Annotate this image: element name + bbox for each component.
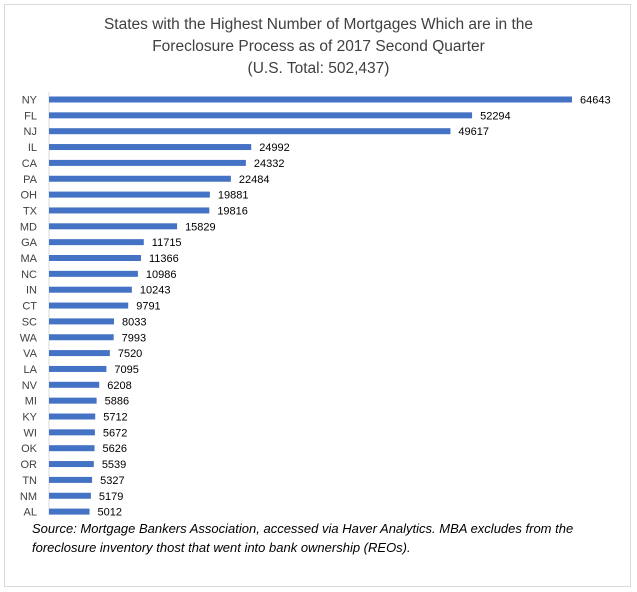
category-label-ok: OK — [21, 443, 38, 455]
bar-al — [49, 508, 90, 515]
value-label-wi: 5672 — [103, 427, 127, 439]
bar-tx — [49, 207, 210, 214]
bar-ma — [49, 255, 141, 261]
value-label-pa: 22484 — [239, 174, 270, 186]
category-label-pa: PA — [23, 174, 38, 186]
bars-group: NY 64643 FL 52294 NJ 49617 IL 24992 CA 24332 PA 224… — [20, 95, 611, 519]
value-label-ma: 11366 — [149, 253, 179, 265]
bar-ct — [49, 302, 129, 309]
category-label-md: MD — [20, 221, 37, 233]
bar-ga — [49, 239, 144, 246]
value-label-nj: 49617 — [458, 126, 489, 138]
category-label-nv: NV — [22, 380, 38, 392]
category-label-oh: OH — [21, 190, 38, 202]
bar-nm — [49, 492, 91, 499]
category-label-wi: WI — [24, 427, 37, 439]
bar-md — [49, 223, 178, 230]
bar-in — [49, 286, 132, 293]
value-label-ky: 5712 — [103, 412, 127, 424]
value-label-md: 15829 — [185, 221, 216, 233]
bar-il — [49, 144, 252, 151]
category-label-ma: MA — [21, 253, 38, 265]
bar-ok — [49, 445, 95, 452]
category-label-il: IL — [28, 142, 37, 154]
category-label-fl: FL — [24, 110, 37, 122]
chart-title-line-1: States with the Highest Number of Mortga… — [103, 16, 534, 33]
category-label-ct: CT — [22, 301, 37, 313]
value-label-tx: 19816 — [217, 205, 248, 217]
bar-tn — [49, 476, 93, 483]
bar-mi — [49, 397, 97, 404]
bar-wa — [49, 334, 114, 341]
category-label-nc: NC — [21, 269, 37, 281]
value-label-ct: 9791 — [136, 301, 160, 313]
category-label-ky: KY — [22, 412, 37, 424]
value-label-ok: 5626 — [103, 443, 127, 455]
value-label-nc: 10986 — [146, 269, 177, 281]
bar-pa — [49, 175, 231, 182]
category-label-nj: NJ — [24, 126, 37, 138]
bar-ca — [49, 159, 246, 166]
value-label-or: 5539 — [102, 459, 126, 471]
chart-title-line-2: Foreclosure Process as of 2017 Second Qu… — [152, 38, 485, 55]
value-label-al: 5012 — [98, 507, 122, 519]
category-label-nm: NM — [20, 491, 37, 503]
category-label-in: IN — [26, 285, 37, 297]
value-label-ca: 24332 — [254, 158, 285, 170]
category-label-ny: NY — [22, 95, 38, 107]
bar-nj — [49, 128, 451, 135]
value-label-mi: 5886 — [105, 396, 129, 408]
bar-va — [49, 350, 110, 357]
category-label-or: OR — [21, 459, 38, 471]
category-label-mi: MI — [25, 396, 37, 408]
bar-nv — [49, 381, 100, 388]
bar-or — [49, 461, 94, 468]
value-label-nm: 5179 — [99, 491, 123, 503]
category-label-ca: CA — [22, 158, 38, 170]
value-label-tn: 5327 — [100, 475, 124, 487]
category-label-al: AL — [24, 507, 37, 519]
bar-fl — [49, 112, 473, 119]
value-label-ny: 64643 — [580, 95, 611, 107]
category-label-la: LA — [24, 364, 38, 376]
bar-ny — [49, 96, 572, 103]
bar-sc — [49, 318, 114, 325]
value-label-nv: 6208 — [107, 380, 131, 392]
value-label-va: 7520 — [118, 348, 142, 360]
category-label-tx: TX — [23, 205, 38, 217]
bar-ky — [49, 413, 96, 420]
chart-title-line-3: (U.S. Total: 502,437) — [247, 60, 390, 77]
category-label-sc: SC — [22, 316, 37, 328]
category-label-ga: GA — [21, 237, 38, 249]
bar-wi — [49, 429, 95, 436]
category-label-tn: TN — [22, 475, 37, 487]
value-label-la: 7095 — [114, 364, 138, 376]
bar-nc — [49, 270, 138, 277]
bar-oh — [49, 191, 210, 198]
value-label-wa: 7993 — [122, 332, 146, 344]
value-label-fl: 52294 — [480, 110, 511, 122]
value-label-oh: 19881 — [218, 190, 249, 202]
category-label-va: VA — [23, 348, 38, 360]
value-label-il: 24992 — [259, 142, 290, 154]
category-label-wa: WA — [20, 332, 38, 344]
chart-title: States with the Highest Number of Mortga… — [0, 14, 637, 80]
bar-la — [49, 365, 107, 372]
value-label-sc: 8033 — [122, 316, 146, 328]
value-label-ga: 11715 — [152, 237, 182, 249]
source-note: Source: Mortgage Bankers Association, ac… — [32, 521, 574, 555]
value-label-in: 10243 — [140, 285, 171, 297]
